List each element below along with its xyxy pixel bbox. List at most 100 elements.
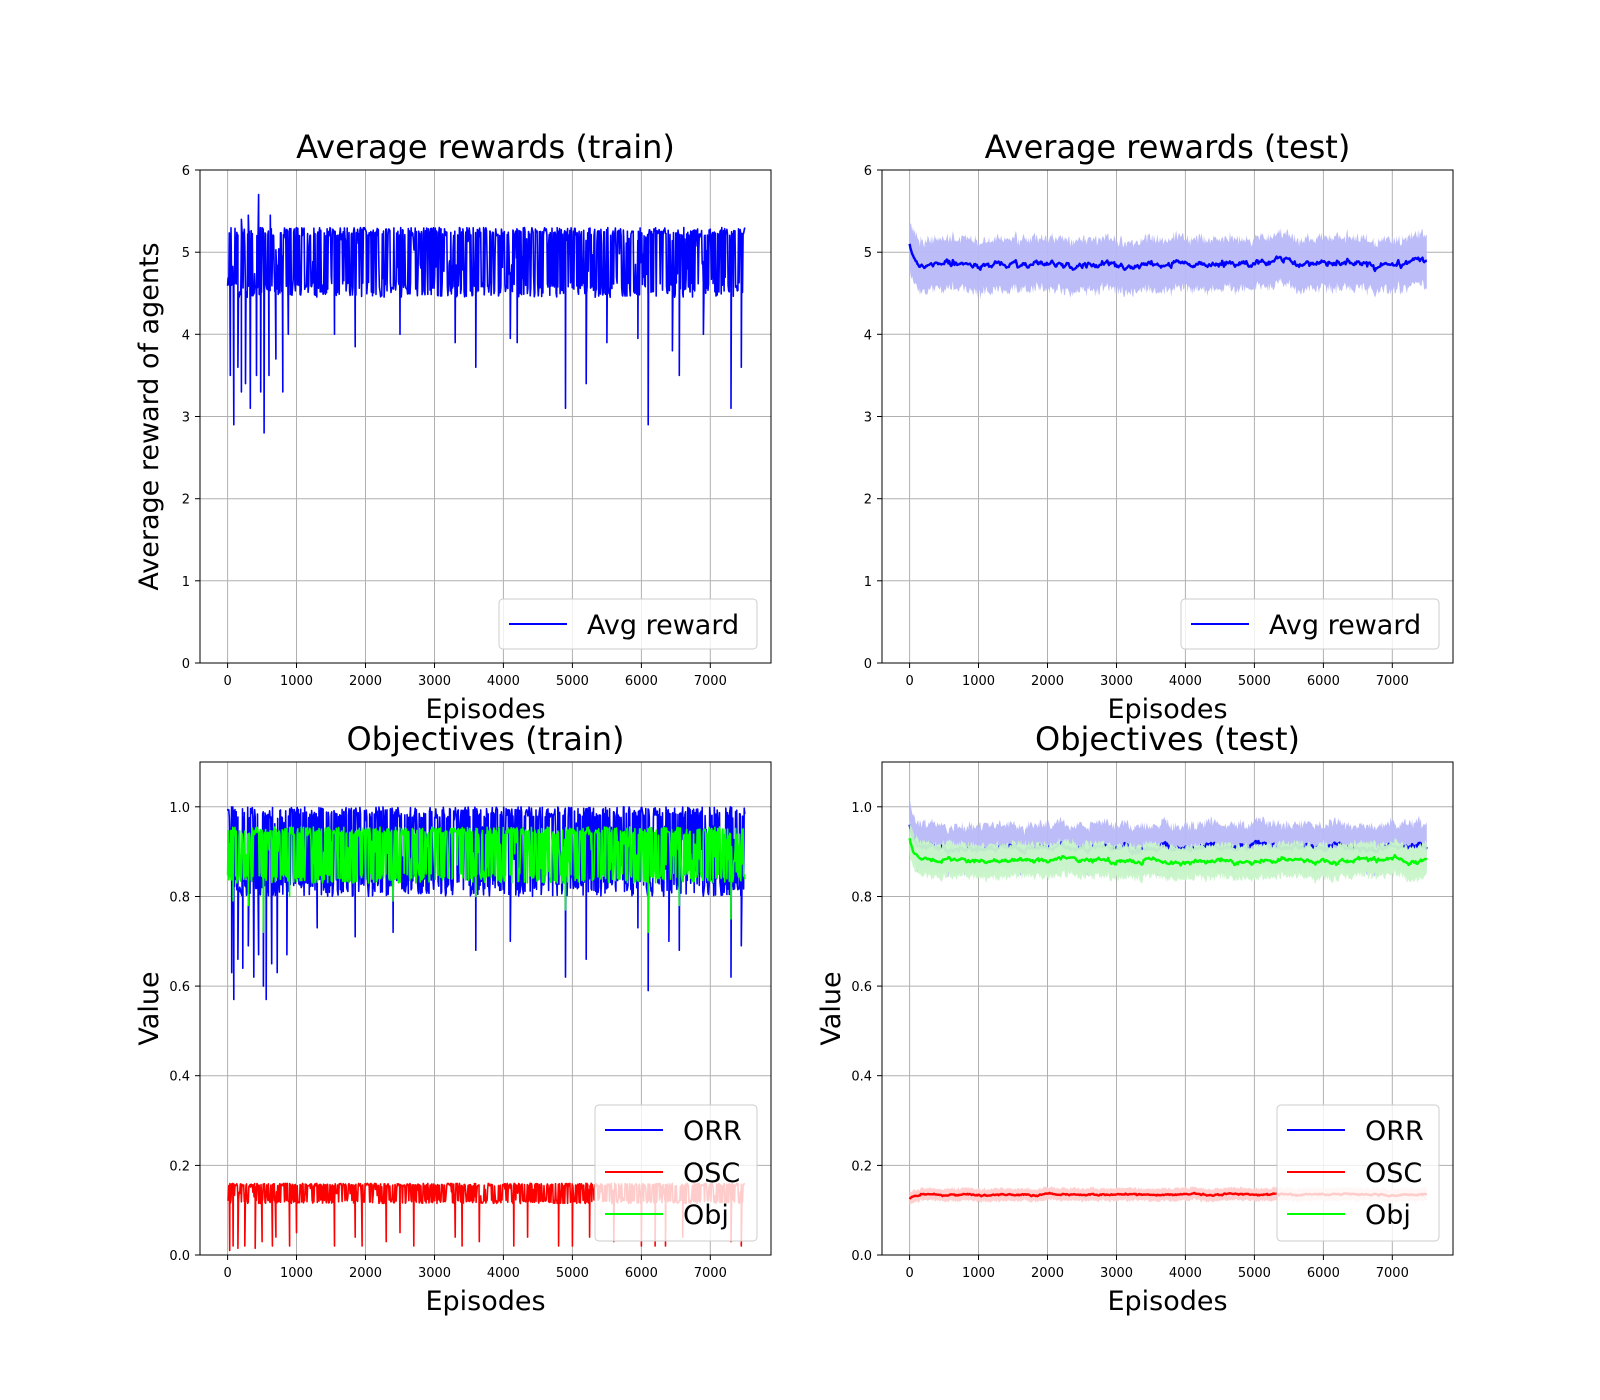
legend-label: Obj — [683, 1200, 729, 1231]
x-tick-label: 4000 — [1169, 674, 1202, 689]
plot-area — [908, 223, 1428, 300]
y-axis-label: Average reward of agents — [134, 242, 165, 590]
series-line-Avg reward — [908, 243, 1428, 273]
y-tick-label: 0.6 — [169, 980, 190, 995]
x-tick-label: 2000 — [349, 674, 382, 689]
x-tick-label: 2000 — [1031, 674, 1064, 689]
x-tick-label: 6000 — [1307, 1266, 1340, 1281]
x-tick-label: 7000 — [1376, 1266, 1409, 1281]
y-tick-label: 2 — [864, 493, 872, 508]
legend-label: Avg reward — [587, 610, 739, 641]
series-line-OSC — [908, 1191, 1277, 1200]
legend-label: Avg reward — [1269, 610, 1421, 641]
axes-frame — [199, 761, 772, 1256]
chart-title: Objectives (train) — [346, 720, 624, 758]
legend-box — [1276, 1104, 1440, 1242]
y-tick-label: 3 — [864, 411, 872, 426]
legend-label: OSC — [683, 1158, 740, 1189]
chart-objectives_test: 0 1000 2000 3000 4000 5000 6000 7000 0.0 0.2 0.4 0.… — [816, 720, 1454, 1317]
x-tick-label: 1000 — [962, 674, 995, 689]
y-tick-label: 0.4 — [169, 1070, 190, 1085]
series-line-Obj — [226, 826, 746, 934]
series-line-OSC — [227, 1182, 595, 1252]
legend-label: ORR — [1365, 1116, 1424, 1147]
chart-title: Average rewards (test) — [985, 128, 1351, 166]
chart-title: Average rewards (train) — [296, 128, 675, 166]
y-tick-label: 0.8 — [851, 891, 872, 906]
legend-label: ORR — [683, 1116, 742, 1147]
x-tick-label: 7000 — [1376, 674, 1409, 689]
series-line-Avg reward — [226, 193, 746, 434]
x-axis-label: Episodes — [425, 1286, 545, 1317]
chart-rewards_test: 0 1000 2000 3000 4000 5000 6000 7000 0 1 2 3 4 5 6 Aver… — [864, 128, 1454, 725]
x-tick-label: 2000 — [349, 1266, 382, 1281]
y-tick-label: 1 — [182, 575, 190, 590]
x-tick-label: 3000 — [418, 1266, 451, 1281]
y-tick-label: 0 — [182, 657, 190, 672]
y-tick-label: 0.0 — [851, 1249, 872, 1264]
y-tick-label: 5 — [182, 246, 190, 261]
y-tick-label: 0.6 — [851, 980, 872, 995]
x-tick-label: 5000 — [1238, 1266, 1271, 1281]
legend-label: OSC — [1365, 1158, 1422, 1189]
y-tick-label: 3 — [182, 411, 190, 426]
x-tick-label: 4000 — [487, 674, 520, 689]
y-tick-label: 1 — [864, 575, 872, 590]
x-axis-label: Episodes — [425, 694, 545, 725]
series-band-Obj — [909, 819, 1427, 885]
chart-rewards_train: 0 1000 2000 3000 4000 5000 6000 7000 0 1 2 3 4 5 6 Aver… — [134, 128, 772, 725]
x-tick-label: 3000 — [418, 674, 451, 689]
x-tick-label: 4000 — [487, 1266, 520, 1281]
y-tick-label: 6 — [864, 164, 872, 179]
y-tick-label: 5 — [864, 246, 872, 261]
y-tick-label: 0.0 — [169, 1249, 190, 1264]
y-tick-label: 1.0 — [169, 801, 190, 816]
legend: Avg reward — [498, 598, 758, 650]
y-tick-label: 6 — [182, 164, 190, 179]
y-axis-label: Value — [134, 971, 165, 1045]
x-axis-label: Episodes — [1107, 694, 1227, 725]
x-tick-label: 3000 — [1100, 674, 1133, 689]
y-tick-label: 0.8 — [169, 891, 190, 906]
y-axis-label: Value — [816, 971, 847, 1045]
legend: Avg reward — [1180, 598, 1440, 650]
x-tick-label: 1000 — [280, 1266, 313, 1281]
x-tick-label: 0 — [905, 674, 913, 689]
y-tick-label: 2 — [182, 493, 190, 508]
plot-area — [226, 193, 746, 434]
y-tick-label: 1.0 — [851, 801, 872, 816]
y-tick-label: 0.2 — [851, 1159, 872, 1174]
x-tick-label: 0 — [223, 1266, 231, 1281]
x-tick-label: 0 — [223, 674, 231, 689]
x-tick-label: 4000 — [1169, 1266, 1202, 1281]
y-tick-label: 0.4 — [851, 1070, 872, 1085]
legend-label: Obj — [1365, 1200, 1411, 1231]
chart-objectives_train: 0 1000 2000 3000 4000 5000 6000 7000 0.0 0.2 0.4 0.… — [134, 720, 772, 1317]
y-tick-label: 0 — [864, 657, 872, 672]
x-tick-label: 6000 — [625, 1266, 658, 1281]
x-tick-label: 1000 — [962, 1266, 995, 1281]
y-tick-label: 0.2 — [169, 1159, 190, 1174]
x-tick-label: 6000 — [1307, 674, 1340, 689]
x-tick-label: 3000 — [1100, 1266, 1133, 1281]
x-tick-label: 5000 — [1238, 674, 1271, 689]
legend-box — [498, 598, 758, 650]
legend: ORR OSC Obj — [1276, 1104, 1440, 1242]
x-tick-label: 1000 — [280, 674, 313, 689]
series-band-Avg reward — [909, 223, 1427, 300]
x-axis-label: Episodes — [1107, 1286, 1227, 1317]
y-tick-label: 4 — [182, 328, 190, 343]
chart-title: Objectives (test) — [1035, 720, 1300, 758]
x-tick-label: 5000 — [556, 674, 589, 689]
legend: ORR OSC Obj — [594, 1104, 758, 1242]
y-tick-label: 4 — [864, 328, 872, 343]
x-tick-label: 5000 — [556, 1266, 589, 1281]
x-tick-label: 2000 — [1031, 1266, 1064, 1281]
series-line-Obj — [908, 837, 1428, 867]
x-tick-label: 0 — [905, 1266, 913, 1281]
x-tick-label: 7000 — [694, 674, 727, 689]
x-tick-label: 7000 — [694, 1266, 727, 1281]
series-line-ORR — [226, 806, 746, 1001]
legend-box — [1180, 598, 1440, 650]
